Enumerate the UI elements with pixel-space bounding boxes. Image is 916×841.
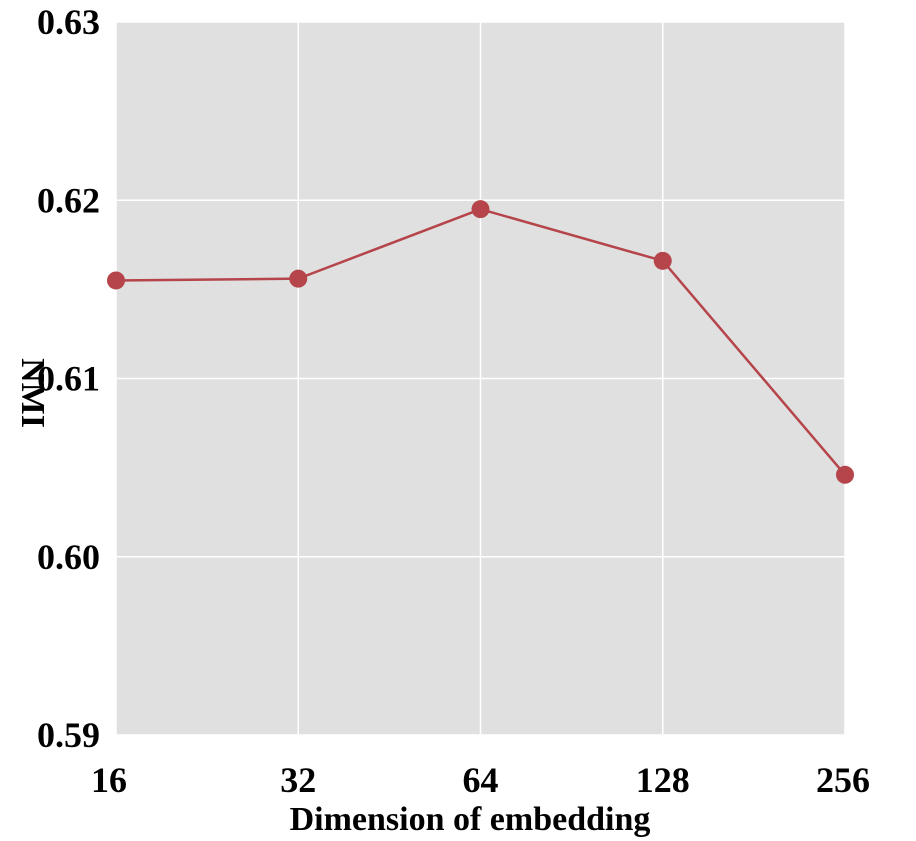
- y-tick-label-1: 0.60: [37, 537, 100, 577]
- x-tick-labels: 16 32 64 128 256: [91, 760, 870, 800]
- data-point-0-1: [289, 269, 308, 288]
- x-tick-label-3: 128: [636, 760, 690, 800]
- x-tick-label-4: 256: [816, 760, 870, 800]
- y-tick-label-0: 0.59: [37, 715, 100, 755]
- x-tick-label-2: 64: [463, 760, 499, 800]
- data-point-0-0: [107, 271, 125, 290]
- x-axis-label: Dimension of embedding: [290, 801, 651, 838]
- series-group: [107, 200, 854, 484]
- y-tick-label-4: 0.63: [37, 2, 100, 42]
- data-point-0-3: [653, 251, 672, 270]
- data-point-0-4: [836, 465, 854, 484]
- data-point-0-2: [471, 200, 490, 219]
- y-axis-label: NMI: [14, 358, 51, 428]
- x-tick-label-1: 32: [280, 760, 316, 800]
- y-tick-label-2: 0.61: [37, 359, 100, 399]
- y-tick-labels: 0.59 0.60 0.61 0.62 0.63: [37, 2, 100, 755]
- grid-lines: [115, 21, 846, 736]
- y-tick-label-3: 0.62: [37, 180, 100, 220]
- x-tick-label-0: 16: [91, 760, 127, 800]
